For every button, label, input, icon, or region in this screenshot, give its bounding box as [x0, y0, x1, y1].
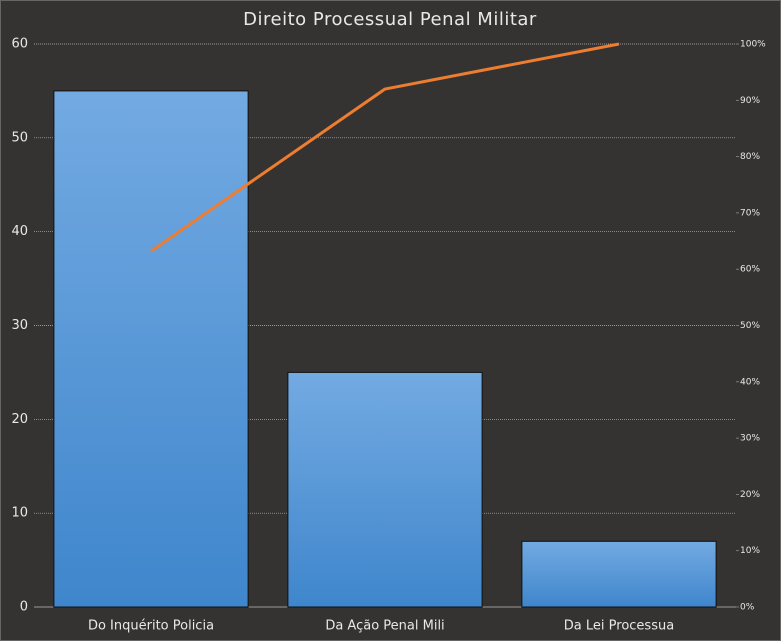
- y2-tick-label: 10%: [740, 546, 760, 556]
- y-tick-label: 30: [11, 318, 28, 333]
- x-tick-label: Da Ação Penal Mili: [325, 619, 444, 634]
- y-tick-label: 20: [11, 412, 28, 427]
- y2-tick-label: 0%: [740, 603, 755, 613]
- y2-tick-label: 90%: [740, 96, 760, 106]
- y2-tick-label: 70%: [740, 208, 760, 218]
- x-tick-label: Da Lei Processua: [564, 619, 674, 634]
- x-tick-label: Do Inquérito Policia: [88, 619, 214, 634]
- chart-title: Direito Processual Penal Militar: [243, 9, 537, 30]
- y2-tick-label: 60%: [740, 265, 760, 275]
- pareto-line: [150, 42, 620, 253]
- y-tick-label: 60: [11, 37, 28, 52]
- y2-tick-label: 80%: [740, 152, 760, 162]
- y2-tick-label: 100%: [740, 40, 766, 50]
- bar: [287, 371, 483, 608]
- y2-tick-label: 30%: [740, 434, 760, 444]
- y-tick-label: 10: [11, 506, 28, 521]
- y-tick-label: 0: [20, 600, 28, 615]
- y2-tick-label: 20%: [740, 490, 760, 500]
- y-tick-label: 40: [11, 224, 28, 239]
- y2-tick-label: 50%: [740, 321, 760, 331]
- y-tick-label: 50: [11, 130, 28, 145]
- y2-tick-label: 40%: [740, 377, 760, 387]
- bar: [521, 540, 717, 608]
- bar: [53, 90, 249, 608]
